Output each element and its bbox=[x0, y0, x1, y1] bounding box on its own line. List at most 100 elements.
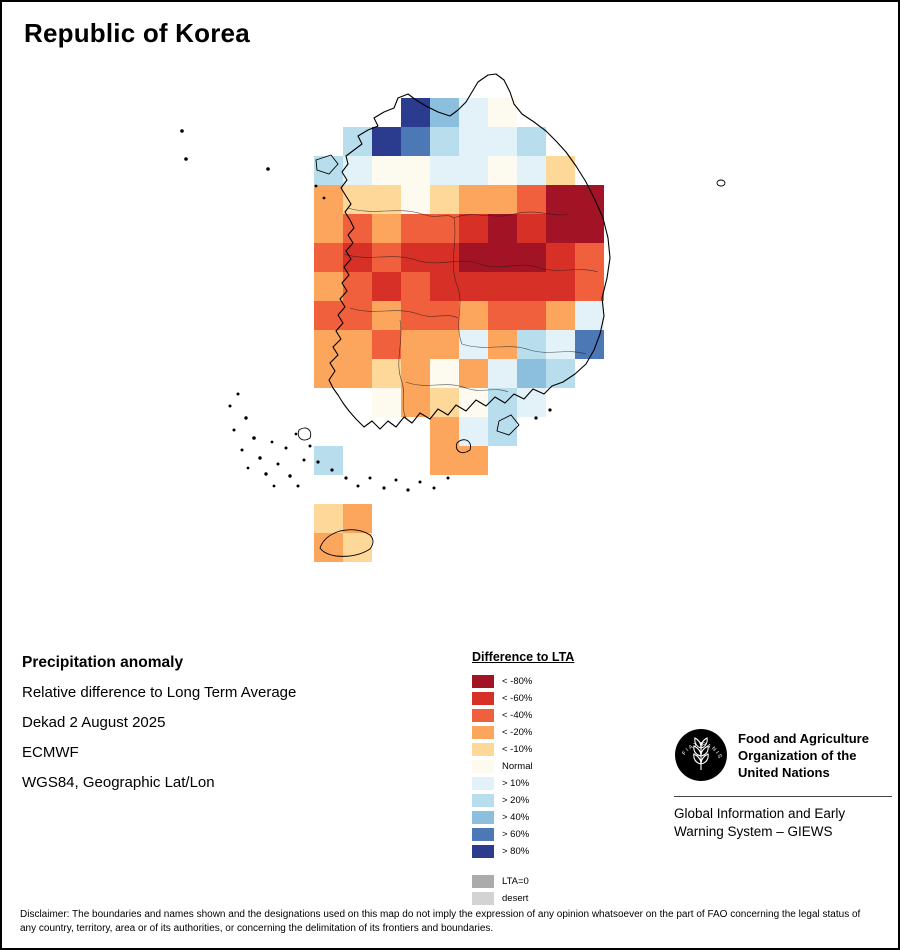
map-cell bbox=[430, 127, 459, 156]
fao-org-name: Food and Agriculture Organization of the… bbox=[738, 728, 869, 781]
legend-item: LTA=0 bbox=[472, 873, 632, 890]
map-cell bbox=[546, 185, 575, 214]
map-cell bbox=[488, 185, 517, 214]
fao-row: FIAT PANIS Food and Agriculture Organiza… bbox=[674, 728, 892, 782]
map-info-block: Precipitation anomaly Relative differenc… bbox=[22, 654, 296, 804]
legend-label: > 80% bbox=[502, 846, 530, 857]
map-cell bbox=[343, 330, 372, 359]
map-cell bbox=[314, 533, 343, 562]
map-cell bbox=[430, 272, 459, 301]
coastline bbox=[328, 73, 611, 430]
fao-org-line: Organization of the bbox=[738, 748, 857, 763]
legend-item: < -80% bbox=[472, 673, 632, 690]
map-cell bbox=[546, 330, 575, 359]
map-cell bbox=[488, 98, 517, 127]
legend-item: > 60% bbox=[472, 826, 632, 843]
legend-item: < -20% bbox=[472, 724, 632, 741]
legend-swatch bbox=[472, 777, 494, 790]
map-cell bbox=[314, 272, 343, 301]
map-cell bbox=[546, 272, 575, 301]
legend-item: < -10% bbox=[472, 741, 632, 758]
map-cell bbox=[430, 185, 459, 214]
legend-swatch bbox=[472, 760, 494, 773]
fao-divider bbox=[674, 796, 892, 797]
map-cell bbox=[314, 504, 343, 533]
map-cell bbox=[314, 214, 343, 243]
legend-item: > 10% bbox=[472, 775, 632, 792]
legend-swatch bbox=[472, 794, 494, 807]
legend-item: Normal bbox=[472, 758, 632, 775]
map-cell bbox=[343, 127, 372, 156]
info-line-source: ECMWF bbox=[22, 744, 79, 761]
legend-swatch bbox=[472, 845, 494, 858]
legend-label: < -80% bbox=[502, 676, 533, 687]
giews-line: Warning System – GIEWS bbox=[674, 824, 833, 839]
map-cell bbox=[575, 272, 604, 301]
legend-swatch bbox=[472, 875, 494, 888]
giews-line: Global Information and Early bbox=[674, 806, 846, 821]
map-cell bbox=[372, 156, 401, 185]
jindo-island-outline bbox=[297, 427, 312, 441]
map-cell bbox=[430, 243, 459, 272]
legend-swatch bbox=[472, 675, 494, 688]
islands-layer bbox=[180, 129, 726, 557]
map-cell bbox=[314, 243, 343, 272]
map-cell bbox=[459, 185, 488, 214]
map-cell bbox=[372, 301, 401, 330]
map-cell bbox=[459, 127, 488, 156]
legend-item: desert bbox=[472, 890, 632, 907]
map-cell bbox=[401, 272, 430, 301]
legend-main-items: < -80% < -60% < -40% < -20% < -10% Normal > 10… bbox=[472, 673, 632, 860]
map-cell bbox=[459, 301, 488, 330]
map-cell bbox=[401, 156, 430, 185]
map-cell bbox=[343, 214, 372, 243]
legend-label: < -20% bbox=[502, 727, 533, 738]
legend-label: > 40% bbox=[502, 812, 530, 823]
map-cell bbox=[459, 417, 488, 446]
map-cell bbox=[488, 388, 517, 417]
legend-title: Difference to LTA bbox=[472, 650, 575, 664]
legend-swatch bbox=[472, 743, 494, 756]
info-line-projection: WGS84, Geographic Lat/Lon bbox=[22, 774, 215, 791]
map-cell bbox=[575, 301, 604, 330]
giews-label: Global Information and Early Warning Sys… bbox=[674, 805, 892, 841]
map-cell bbox=[372, 330, 401, 359]
map-cell bbox=[401, 388, 430, 417]
legend-label: Normal bbox=[502, 761, 533, 772]
legend-label: > 60% bbox=[502, 829, 530, 840]
map-cell bbox=[343, 533, 372, 562]
map-cell bbox=[575, 214, 604, 243]
disclaimer-text: Disclaimer: The boundaries and names sho… bbox=[20, 909, 861, 934]
map-cell bbox=[488, 214, 517, 243]
map-cell bbox=[401, 185, 430, 214]
map-cell bbox=[517, 214, 546, 243]
fao-org-line: United Nations bbox=[738, 765, 830, 780]
map-cell bbox=[546, 243, 575, 272]
fao-block: FIAT PANIS Food and Agriculture Organiza… bbox=[674, 728, 892, 841]
legend-label: desert bbox=[502, 893, 529, 904]
map-cell bbox=[372, 127, 401, 156]
map-cell bbox=[430, 359, 459, 388]
map-cell bbox=[517, 185, 546, 214]
map-cell bbox=[343, 359, 372, 388]
map-cell bbox=[459, 446, 488, 475]
map-cell bbox=[401, 127, 430, 156]
map-cell bbox=[488, 301, 517, 330]
map-cell bbox=[488, 330, 517, 359]
map-cell bbox=[372, 214, 401, 243]
fao-logo-icon: FIAT PANIS bbox=[675, 729, 727, 781]
map-cell bbox=[430, 330, 459, 359]
map-cell bbox=[314, 185, 343, 214]
map-cell bbox=[401, 214, 430, 243]
map-cell bbox=[517, 127, 546, 156]
legend-label: < -40% bbox=[502, 710, 533, 721]
legend: Difference to LTA < -80% < -60% < -40% < -2… bbox=[472, 650, 632, 907]
province-borders bbox=[343, 207, 599, 419]
map-cell bbox=[372, 243, 401, 272]
legend-swatch bbox=[472, 726, 494, 739]
info-line-description: Relative difference to Long Term Average bbox=[22, 684, 297, 701]
map-cell bbox=[459, 243, 488, 272]
map-cell bbox=[517, 243, 546, 272]
map-cell bbox=[488, 243, 517, 272]
mainland-outline bbox=[328, 73, 611, 430]
